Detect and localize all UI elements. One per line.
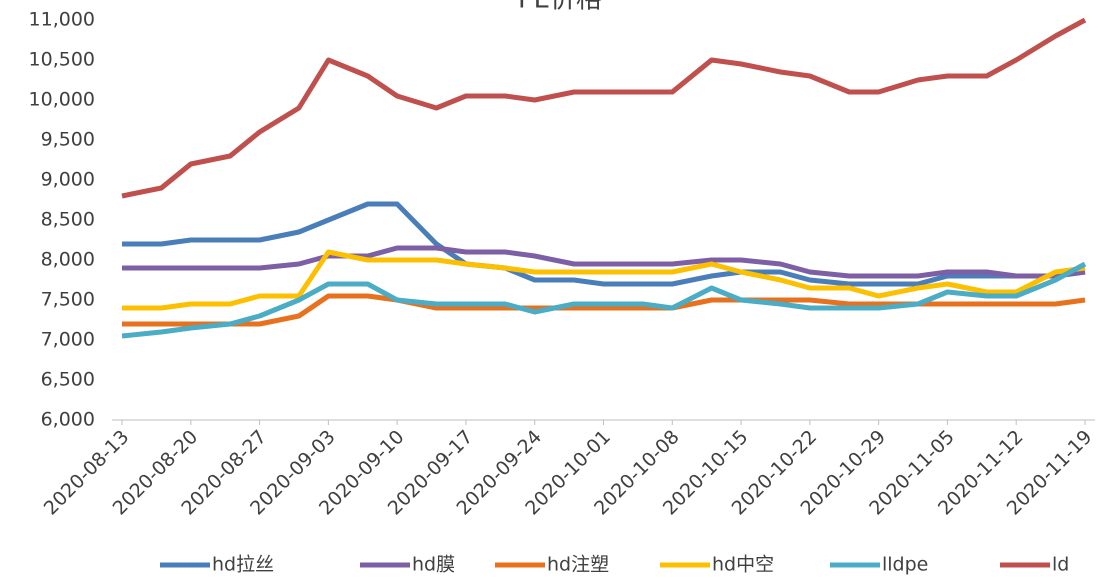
legend-label: hd膜 [412, 554, 455, 576]
series-line [122, 245, 1086, 279]
series-line [122, 249, 1086, 311]
y-tick-label: 9,500 [41, 129, 95, 151]
series-line [122, 201, 1086, 287]
y-tick-label: 6,000 [41, 409, 95, 431]
series-line [121, 261, 1087, 339]
y-tick-label: 8,000 [41, 249, 95, 271]
series-line [121, 17, 1087, 199]
legend-label: lldpe [882, 554, 928, 576]
y-tick-label: 8,500 [41, 209, 95, 231]
legend-label: hd中空 [712, 554, 774, 576]
y-tick-label: 10,500 [29, 49, 95, 71]
legend-label: hd注塑 [547, 554, 609, 576]
legend-label: ld [1052, 554, 1069, 576]
y-tick-label: 7,000 [41, 329, 95, 351]
legend-label: hd拉丝 [212, 554, 274, 576]
series-line [122, 293, 1086, 327]
y-tick-label: 11,000 [29, 9, 95, 31]
y-tick-label: 9,000 [41, 169, 95, 191]
y-tick-label: 10,000 [29, 89, 95, 111]
y-tick-label: 7,500 [41, 289, 95, 311]
chart-title: PE价格 [518, 0, 602, 15]
y-tick-label: 6,500 [41, 369, 95, 391]
